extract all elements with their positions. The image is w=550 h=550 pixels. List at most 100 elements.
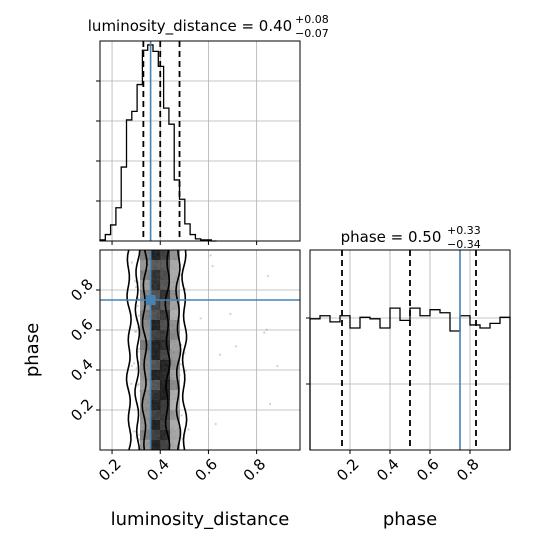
scatter-point [265, 328, 268, 331]
density-cell [140, 400, 150, 410]
scatter-point [180, 414, 183, 417]
density-cell [150, 250, 160, 260]
x-tick-label: 0.4 [373, 455, 403, 485]
density-cell [170, 290, 180, 300]
scatter-point [187, 428, 190, 431]
density-cell [170, 430, 180, 440]
density-cell [160, 390, 170, 400]
scatter-point [138, 438, 141, 441]
density-cell [140, 310, 150, 320]
density-cell [150, 380, 160, 390]
density-cell [160, 370, 170, 380]
density-cell [150, 260, 160, 270]
scatter-point [136, 384, 140, 387]
x-tick-label: 0.6 [192, 455, 222, 485]
density-cell [170, 390, 180, 400]
scatter-point [135, 286, 138, 289]
x-axis-label-phase: phase [383, 509, 437, 530]
density-cell [140, 260, 150, 270]
density-cell [160, 320, 170, 330]
x-tick-label: 0.8 [453, 455, 483, 485]
histogram-phase: 0.2 0.4 0.6 0.8 [306, 249, 511, 485]
density-cell [160, 330, 170, 340]
density-cell [140, 280, 150, 290]
scatter-point [130, 382, 133, 385]
scatter-point [137, 433, 141, 437]
title-phase-lower-error: −0.34 [447, 238, 481, 251]
density-cell [140, 320, 150, 330]
density-cell [160, 260, 170, 270]
scatter-point [268, 402, 272, 406]
x-tick-label: 0.4 [143, 455, 173, 485]
contour-line [181, 250, 188, 450]
density-cell [150, 370, 160, 380]
scatter-point [179, 363, 183, 366]
scatter-point [229, 312, 232, 316]
x-axis-label-luminosity-distance: luminosity_distance [111, 509, 290, 530]
scatter-point [137, 347, 141, 351]
histogram-luminosity-distance [96, 40, 301, 245]
x-tick-label: 0.8 [240, 455, 270, 485]
density-cell [170, 330, 180, 340]
axes-frame [99, 249, 301, 451]
scatter-point [211, 265, 214, 268]
scatter-point [135, 367, 138, 370]
density-cell [150, 320, 160, 330]
density-cell [170, 410, 180, 420]
scatter-point [209, 254, 212, 257]
title-luminosity-lower-error: −0.07 [295, 27, 329, 40]
x-tick-label: 0.2 [333, 455, 363, 485]
histogram-step-line [99, 44, 217, 242]
joint-density-panel: 0.2 0.4 0.6 0.8 0.2 0.4 0.6 0.8 [67, 249, 301, 485]
scatter-point [136, 304, 139, 308]
density-cell [170, 280, 180, 290]
scatter-point [132, 430, 135, 433]
density-cell [170, 400, 180, 410]
y-tick-label: 0.6 [67, 315, 97, 345]
contour-line [175, 250, 182, 450]
contour-line [141, 250, 148, 450]
density-cell [160, 350, 170, 360]
scatter-point [130, 364, 133, 367]
scatter-point [137, 350, 140, 353]
density-cell [170, 370, 180, 380]
density-cell [160, 440, 170, 450]
title-luminosity-distance: luminosity_distance = 0.40 [88, 17, 292, 36]
contour-line [125, 250, 132, 450]
density-cell [170, 320, 180, 330]
density-cell [140, 360, 150, 370]
scatter-point [132, 362, 136, 365]
density-cell [150, 430, 160, 440]
density-cell [170, 250, 180, 260]
contours [125, 250, 188, 450]
title-phase-upper-error: +0.33 [447, 224, 481, 237]
density-cell [170, 310, 180, 320]
scatter-point [137, 314, 140, 317]
density-cell [140, 390, 150, 400]
y-tick-label: 0.8 [67, 275, 97, 305]
density-cell [150, 390, 160, 400]
density-cell [140, 250, 150, 260]
density-cell [170, 270, 180, 280]
density-cell [170, 340, 180, 350]
density-cell [150, 330, 160, 340]
contour-line [134, 250, 141, 450]
scatter-point [137, 382, 140, 386]
scatter-point [199, 317, 202, 320]
joint-plot-area [100, 250, 300, 450]
density-cell [150, 270, 160, 280]
density-cell [140, 380, 150, 390]
scatter-point [218, 353, 222, 356]
density-cell [140, 440, 150, 450]
density-cell [150, 350, 160, 360]
y-tick-label: 0.4 [67, 355, 97, 385]
density-cell [160, 430, 170, 440]
scatter-point [135, 330, 138, 333]
density-cell [150, 340, 160, 350]
density-cell [150, 410, 160, 420]
density-cell [150, 360, 160, 370]
truth-marker [145, 295, 156, 305]
density-cell [170, 440, 180, 450]
x-tick-label: 0.6 [413, 455, 443, 485]
